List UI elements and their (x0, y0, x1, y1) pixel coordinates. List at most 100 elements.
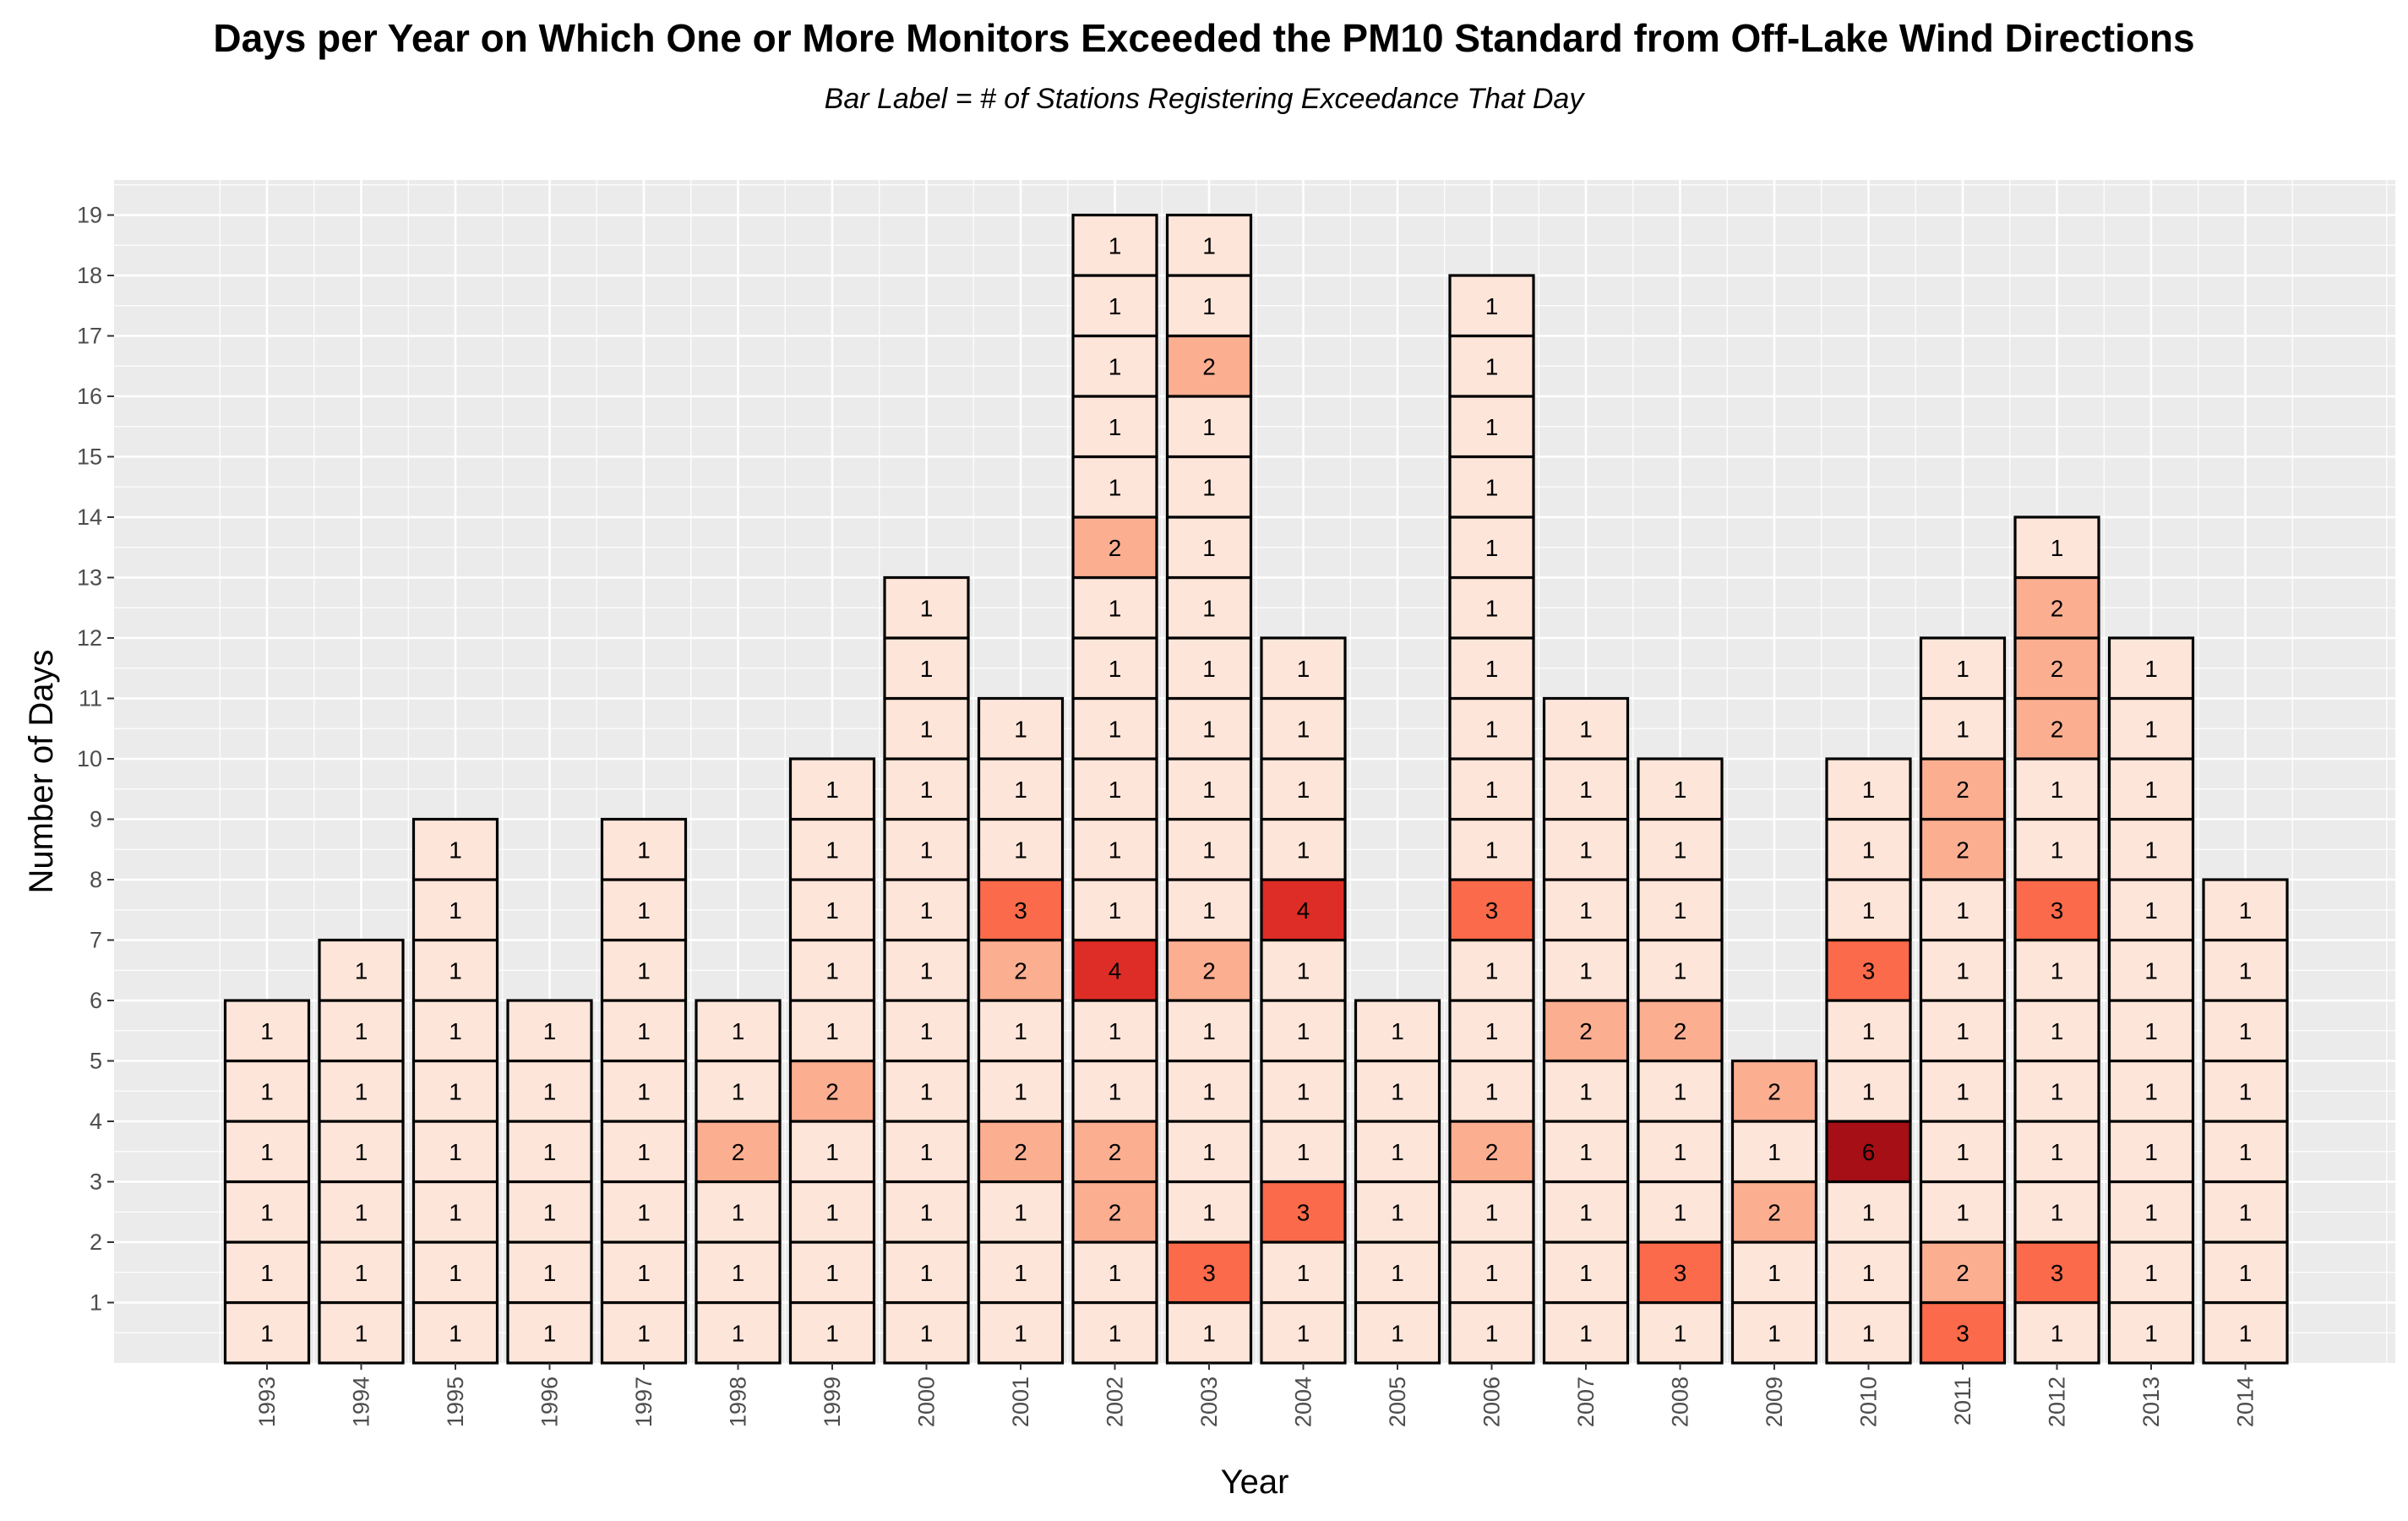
y-tick-label: 9 (90, 807, 102, 832)
bar-segment (1448, 455, 1535, 519)
bar-segment-label: 1 (825, 1260, 839, 1286)
bar-segment (1071, 395, 1158, 459)
bar-segment-label: 1 (920, 1018, 934, 1044)
bar-segment (2013, 878, 2100, 942)
bar-segment-label: 3 (1956, 1320, 1969, 1346)
bar-segment (1260, 757, 1347, 821)
bar-segment-label: 1 (260, 1078, 274, 1104)
bar-segment (1542, 1059, 1630, 1123)
bar-segment-label: 1 (1956, 897, 1969, 924)
bar-segment (1919, 817, 2007, 881)
x-tick-label: 2010 (1856, 1377, 1882, 1427)
bar-segment (1919, 757, 2007, 821)
bar-segment-label: 3 (1014, 897, 1027, 924)
bar-segment (1542, 817, 1630, 881)
x-tick-label: 1997 (631, 1377, 656, 1427)
bar-segment (1165, 274, 1253, 338)
bar-segment-label: 1 (1391, 1199, 1404, 1225)
bar-segment-label: 1 (732, 1199, 745, 1225)
bar-segment (788, 999, 876, 1063)
bar-segment-label: 1 (1956, 1199, 1969, 1225)
bar-segment (2202, 938, 2289, 1002)
bar-segment (1165, 999, 1253, 1063)
bar-segment-label: 1 (2051, 1018, 2064, 1044)
bar-segment-label: 1 (1485, 1199, 1499, 1225)
bar-segment (977, 696, 1065, 760)
bar-segment (1448, 515, 1535, 580)
bar-segment-label: 2 (1956, 837, 1969, 863)
bar-segment-label: 1 (2051, 1199, 2064, 1225)
bar-segment (2013, 696, 2100, 760)
bar-segment-label: 1 (1202, 716, 1216, 742)
bar-segment-label: 1 (355, 1320, 368, 1346)
x-tick-label: 2007 (1573, 1377, 1599, 1427)
bar-segment (411, 1120, 499, 1184)
bar-segment (1071, 515, 1158, 580)
bar-segment (1730, 1180, 1818, 1244)
bar-segment-label: 1 (637, 1260, 651, 1286)
bar-segment-label: 2 (1485, 1139, 1499, 1165)
bar-segment-label: 6 (1862, 1139, 1876, 1165)
bar-segment (2107, 1300, 2195, 1365)
bar-segment-label: 1 (1109, 1018, 1122, 1044)
bar-segment (1071, 757, 1158, 821)
bar-segment-label: 1 (2051, 777, 2064, 803)
bar-segment-label: 1 (1956, 1018, 1969, 1044)
bar-segment (2013, 1240, 2100, 1305)
bar-segment-label: 1 (920, 1078, 934, 1104)
bar-segment-label: 1 (1391, 1078, 1404, 1104)
bar-segment-label: 1 (920, 716, 934, 742)
bar-segment-label: 1 (1579, 716, 1593, 742)
x-tick-label: 2006 (1479, 1377, 1505, 1427)
bar-segment-label: 1 (637, 1139, 651, 1165)
bar-segment (600, 1180, 688, 1244)
bar-segment (2013, 938, 2100, 1002)
bar-segment-label: 1 (1485, 1260, 1499, 1286)
bar-segment-label: 2 (1014, 957, 1027, 984)
x-tick-label: 1993 (254, 1377, 280, 1427)
y-tick-label: 17 (77, 324, 102, 349)
bar-segment (883, 696, 970, 760)
bar-segment (1730, 1300, 1818, 1365)
bar-segment (318, 1120, 405, 1184)
x-tick-label: 2013 (2138, 1377, 2164, 1427)
bar-segment (883, 999, 970, 1063)
y-tick-label: 8 (90, 867, 102, 892)
bar-segment-label: 1 (449, 1260, 462, 1286)
bar-segment (695, 999, 782, 1063)
y-tick-label: 10 (77, 746, 102, 771)
bar-segment (2202, 1059, 2289, 1123)
bar-segment (1165, 334, 1253, 398)
y-tick-label: 14 (77, 504, 102, 530)
bar-segment-label: 1 (1109, 353, 1122, 379)
bar-segment (411, 1180, 499, 1244)
bar-segment-label: 1 (1202, 837, 1216, 863)
bar-segment-label: 1 (449, 1199, 462, 1225)
chart-title: Days per Year on Which One or More Monit… (213, 16, 2195, 60)
bar-segment (1354, 1059, 1441, 1123)
bar-segment (600, 817, 688, 881)
bar-segment-label: 1 (1109, 293, 1122, 319)
bar-segment-label: 1 (1674, 957, 1687, 984)
bar-segment (788, 757, 876, 821)
bar-segment-label: 1 (1485, 656, 1499, 682)
x-tick-label: 2011 (1950, 1377, 1975, 1426)
bar-segment-label: 1 (1202, 293, 1216, 319)
bar-segment-label: 1 (1485, 1320, 1499, 1346)
bar-segment (1260, 938, 1347, 1002)
bar-segment-label: 1 (449, 837, 462, 863)
bar-segment-label: 1 (1768, 1260, 1781, 1286)
bar-segment (977, 999, 1065, 1063)
bar-segment-label: 1 (543, 1078, 557, 1104)
bar-segment (1260, 696, 1347, 760)
bar-segment (223, 999, 311, 1063)
bar-segment-label: 1 (2239, 1078, 2253, 1104)
bar-segment (1448, 817, 1535, 881)
bar-segment (1071, 274, 1158, 338)
bar-segment-label: 1 (1579, 1199, 1593, 1225)
bar-segment (1071, 1180, 1158, 1244)
bar-segment-label: 1 (825, 777, 839, 803)
bar-segment-label: 2 (1956, 1260, 1969, 1286)
bar-segment (1448, 1180, 1535, 1244)
